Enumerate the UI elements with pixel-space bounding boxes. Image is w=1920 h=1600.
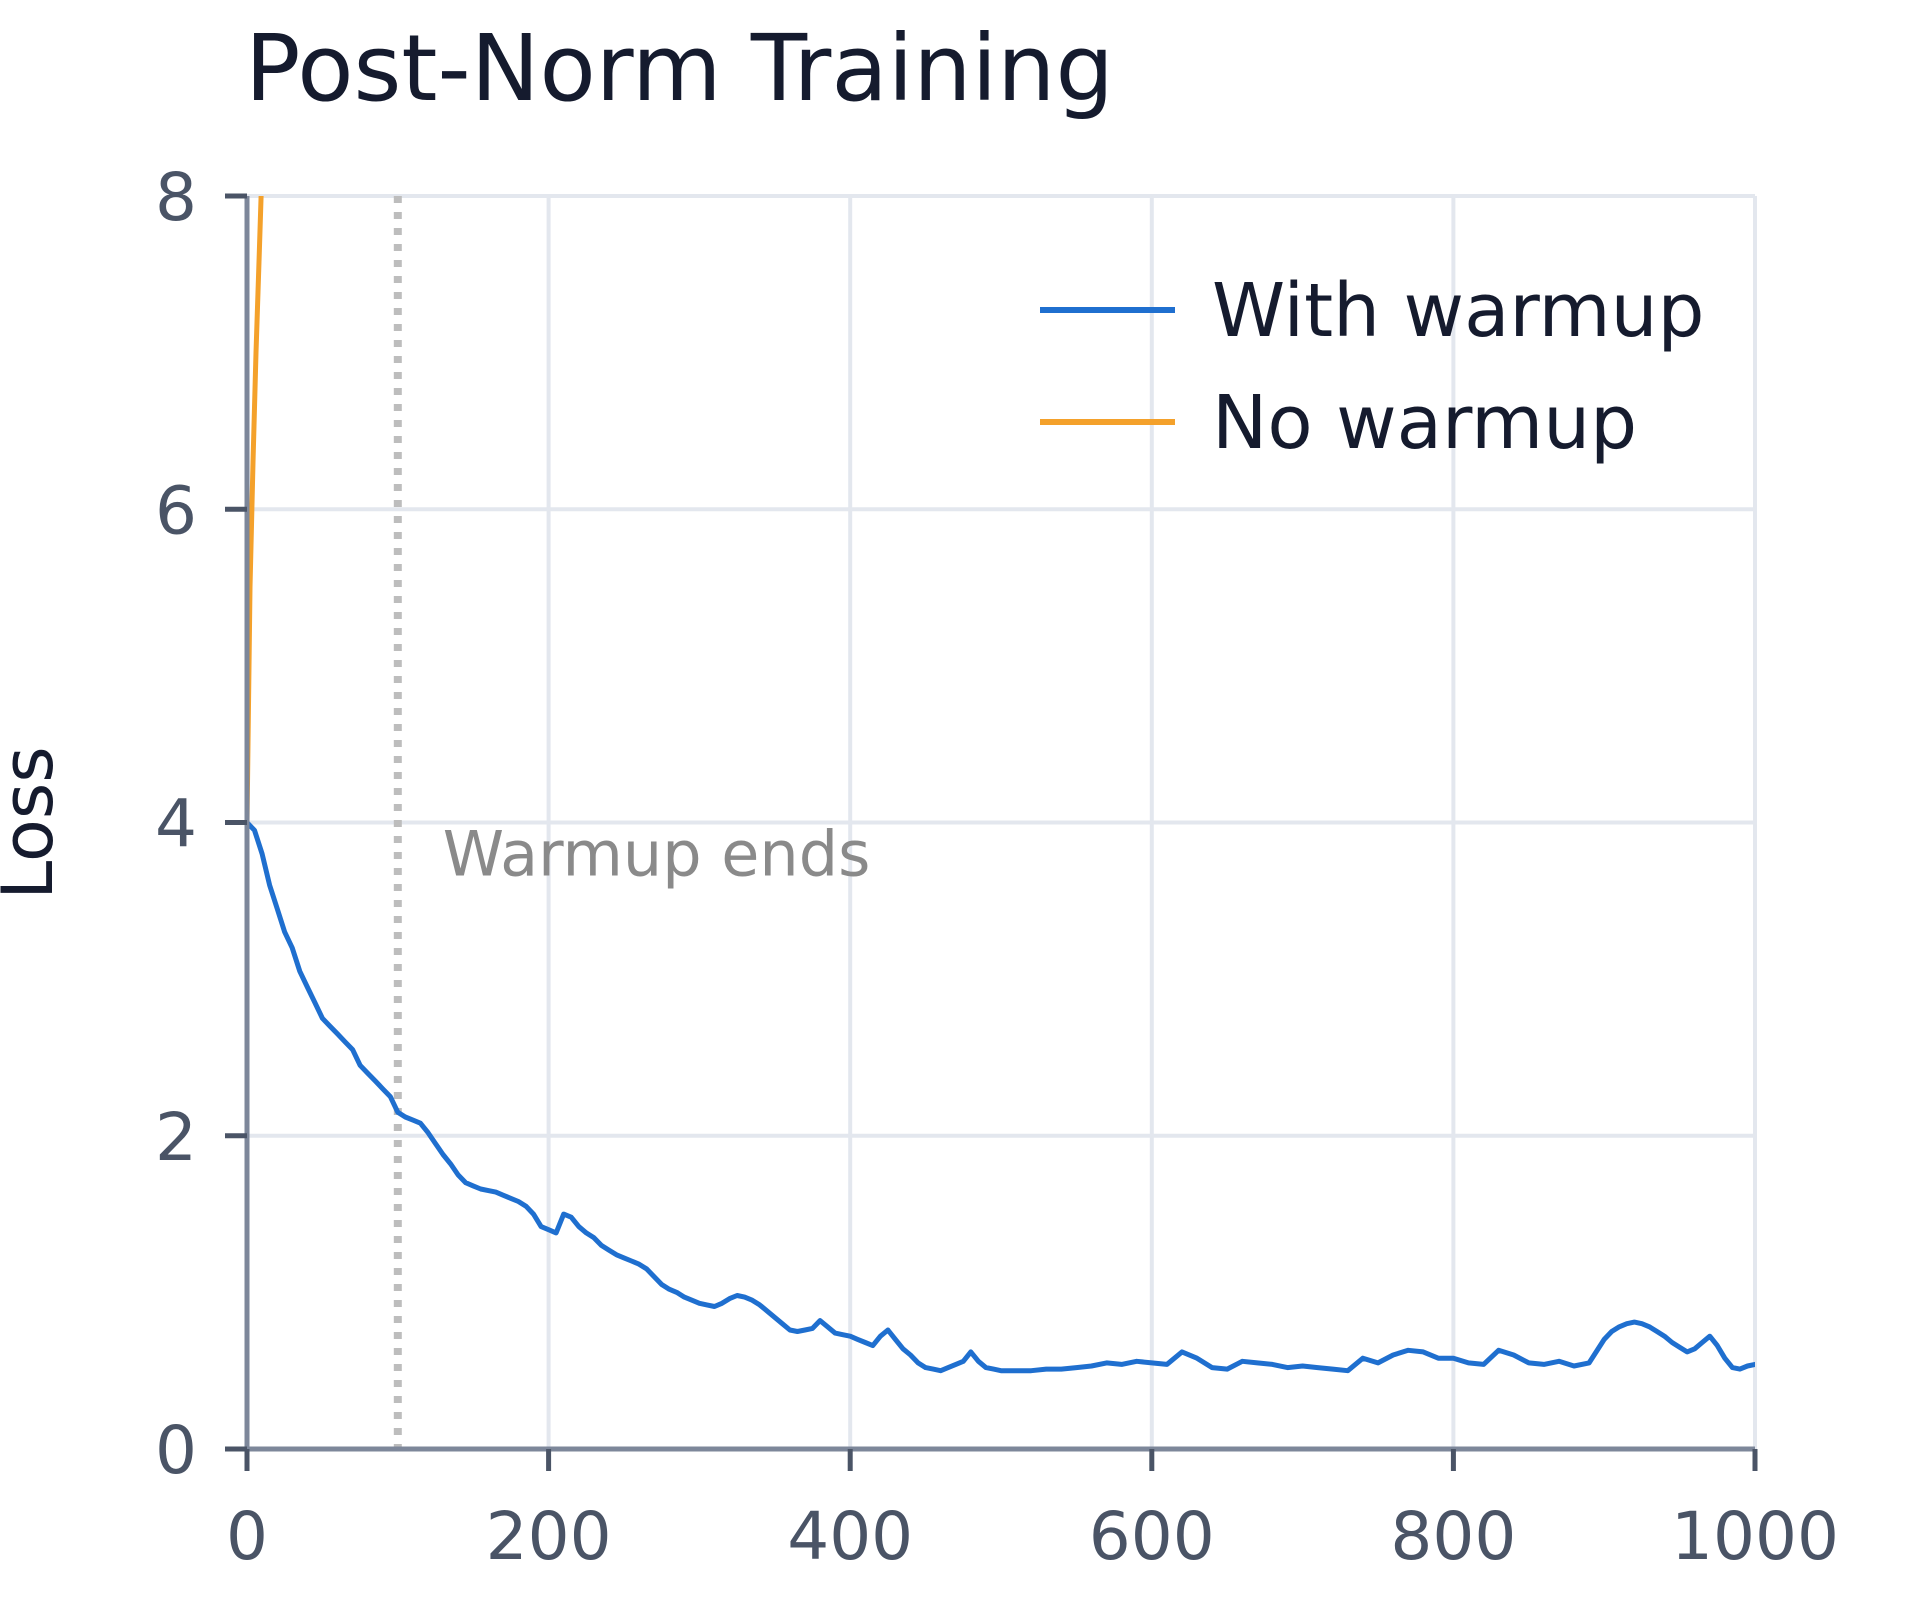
y-axis-label: Loss [0,746,69,900]
series [247,196,1755,1374]
y-tick-label: 8 [155,159,197,236]
x-tick-label: 200 [486,1498,612,1575]
x-tick-label: 800 [1390,1498,1516,1575]
y-tick-label: 4 [155,786,197,863]
series-line-with-warmup [247,820,1755,1374]
legend-label: With warmup [1212,268,1705,354]
x-tick-label: 600 [1089,1498,1215,1575]
legend: With warmup No warmup [1040,268,1705,466]
x-tick-label: 400 [787,1498,913,1575]
warmup-annotation: Warmup ends [443,817,871,890]
axes: 0 200 400 600 800 1000 0 2 4 6 8 [155,159,1839,1575]
chart-title: Post-Norm Training [245,15,1114,122]
y-tick-label: 6 [155,472,197,549]
legend-label: No warmup [1212,380,1637,466]
y-tick-label: 0 [155,1412,197,1489]
x-tick-label: 0 [226,1498,268,1575]
x-tick-label: 1000 [1671,1498,1839,1575]
y-tick-label: 2 [155,1099,197,1176]
series-line-no-warmup [247,196,264,825]
grid [247,194,1757,1449]
annotations: Warmup ends [393,196,871,1449]
